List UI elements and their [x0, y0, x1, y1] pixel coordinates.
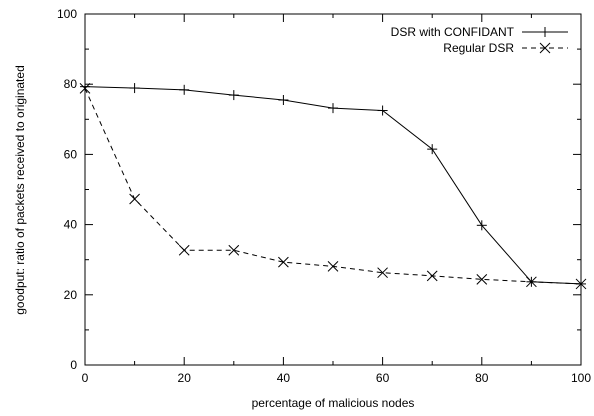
data-point-2 [228, 244, 240, 256]
legend-label-1: DSR with CONFIDANT [391, 25, 515, 39]
marker-stroke [476, 274, 488, 285]
data-point-2 [476, 274, 488, 285]
data-point-2 [178, 244, 190, 256]
marker-stroke [426, 270, 438, 282]
plot-frame [84, 13, 582, 366]
data-point-2 [79, 83, 91, 94]
data-point-2 [327, 261, 339, 272]
marker-stroke [129, 193, 140, 205]
data-point-1 [476, 220, 487, 231]
data-point-1 [179, 84, 190, 95]
x-tick-label: 60 [376, 371, 390, 385]
legend: DSR with CONFIDANT Regular DSR [391, 25, 568, 55]
marker-stroke [377, 267, 388, 279]
y-tick-label: 0 [70, 358, 77, 372]
x-tick-label: 0 [82, 371, 89, 385]
marker-stroke [228, 244, 240, 256]
x-tick-label: 100 [571, 371, 591, 385]
y-tick-label: 100 [57, 7, 77, 21]
y-axis-label: goodput: ratio of packets received to or… [13, 65, 27, 315]
marker-stroke [327, 261, 339, 272]
data-point-2 [526, 276, 537, 288]
axis-tick-labels: 0 20 40 60 80 100 0 20 40 60 80 100 [57, 7, 591, 385]
y-tick-label: 20 [64, 288, 78, 302]
data-point-2 [575, 278, 587, 290]
x-tick-label: 20 [178, 371, 192, 385]
data-point-1 [427, 144, 438, 155]
x-tick-label: 40 [277, 371, 291, 385]
data-point-1 [129, 83, 140, 94]
marker-stroke [526, 276, 537, 288]
marker-stroke [278, 256, 289, 268]
axis-ticks [84, 13, 582, 366]
data-point-2 [426, 270, 438, 282]
data-point-2 [377, 267, 388, 279]
series-line-2 [84, 88, 582, 285]
y-tick-label: 60 [64, 147, 78, 161]
y-tick-label: 80 [64, 77, 78, 91]
data-point-2 [278, 256, 289, 268]
data-point-1 [278, 94, 289, 105]
legend-marker-1 [540, 27, 550, 37]
series-layer [79, 81, 587, 290]
x-tick-label: 80 [475, 371, 489, 385]
data-point-1 [377, 105, 388, 116]
data-point-1 [80, 81, 90, 92]
legend-label-2: Regular DSR [443, 41, 514, 55]
marker-stroke [539, 42, 551, 54]
data-point-1 [228, 90, 239, 101]
marker-stroke [79, 83, 91, 94]
x-axis-label: percentage of malicious nodes [252, 396, 415, 410]
marker-stroke [178, 244, 190, 256]
data-point-1 [328, 103, 338, 114]
data-point-2 [129, 193, 140, 205]
series-line-1 [84, 86, 582, 285]
y-tick-label: 40 [64, 218, 78, 232]
legend-marker-2 [539, 42, 551, 54]
marker-stroke [575, 278, 587, 290]
